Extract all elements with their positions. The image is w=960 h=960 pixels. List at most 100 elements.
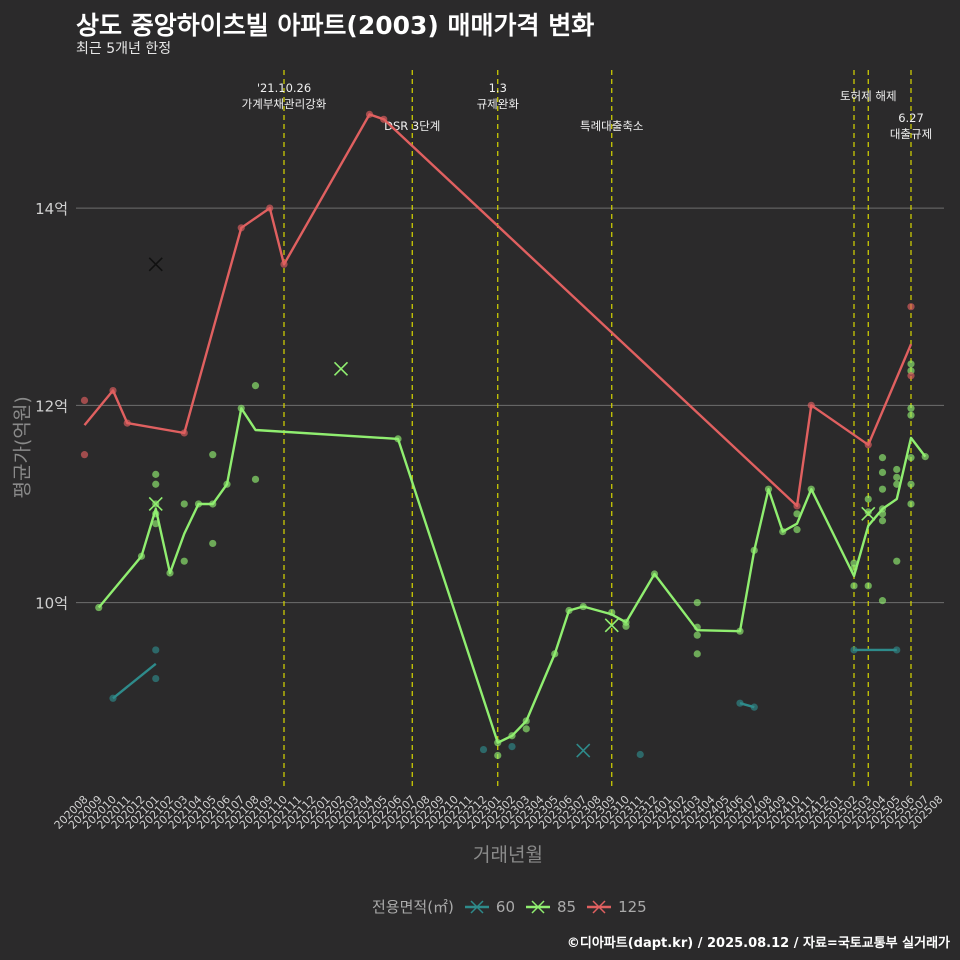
series-125-point bbox=[793, 502, 801, 510]
event-label: DSR 3단계 bbox=[384, 119, 440, 133]
legend-items: 60 85 125 bbox=[454, 898, 647, 916]
series-125-point bbox=[380, 115, 388, 123]
event-label: 대출규제 bbox=[890, 127, 932, 141]
series-85-point bbox=[152, 480, 160, 488]
series-60-point bbox=[736, 699, 744, 707]
series-125-point bbox=[237, 224, 245, 232]
series-85-point bbox=[152, 510, 160, 518]
series-60-point bbox=[479, 745, 488, 754]
source-caption: ©디아파트(dapt.kr) / 2025.08.12 / 자료=국토교통부 실… bbox=[566, 936, 950, 951]
series-85-point bbox=[152, 470, 160, 478]
series-60-point bbox=[109, 694, 117, 702]
series-85-point bbox=[209, 500, 217, 508]
series-85-point bbox=[551, 650, 559, 658]
series-125-point bbox=[907, 372, 915, 380]
series-85-x-marker bbox=[148, 496, 163, 512]
series-85-point bbox=[878, 510, 887, 518]
series-85-point bbox=[864, 582, 872, 590]
series-125-x-marker bbox=[148, 257, 163, 272]
legend-title: 전용면적(㎡) bbox=[372, 898, 454, 916]
y-axis-label: 평균가(억원) bbox=[11, 396, 34, 499]
series-85-point bbox=[693, 623, 701, 631]
series-85-point bbox=[736, 627, 744, 635]
series-85-point bbox=[650, 570, 659, 578]
event-label: '21.10.26 bbox=[257, 81, 311, 95]
series-85-point bbox=[921, 453, 929, 461]
event-label: 6.27 bbox=[898, 111, 924, 125]
series-85-point bbox=[764, 485, 773, 493]
series-125-point bbox=[807, 401, 815, 409]
series-85-point bbox=[878, 468, 887, 477]
series-85-point bbox=[907, 404, 915, 412]
series-85-point bbox=[850, 582, 858, 590]
series-85-point bbox=[608, 608, 616, 617]
series-85-point bbox=[209, 451, 217, 459]
series-85-point bbox=[180, 500, 188, 508]
series-85-point bbox=[907, 367, 915, 375]
series-85-point bbox=[95, 603, 103, 612]
chart-subtitle: 최근 5개년 한정 bbox=[76, 41, 172, 57]
series-125-point bbox=[180, 429, 188, 437]
series-85-line bbox=[97, 407, 927, 744]
series-85-point bbox=[508, 732, 516, 740]
series-85-point bbox=[494, 751, 502, 760]
series-85-point bbox=[878, 517, 887, 525]
series-85-point bbox=[152, 520, 160, 528]
series-85-point bbox=[622, 622, 630, 630]
legend-label: 60 bbox=[495, 897, 515, 916]
series-60-x-marker bbox=[576, 743, 591, 758]
legend-label: 125 bbox=[618, 897, 647, 916]
y-tick-label: 12억 bbox=[35, 397, 68, 415]
series-85-point bbox=[893, 473, 901, 481]
series-85-point bbox=[750, 546, 758, 554]
series-85-x-marker bbox=[861, 506, 876, 521]
series-85-point bbox=[793, 526, 801, 534]
series-85-point bbox=[137, 552, 146, 560]
legend-key bbox=[526, 899, 550, 914]
series-85-point bbox=[522, 717, 530, 725]
series-85-point bbox=[522, 725, 530, 733]
series-125-point bbox=[80, 451, 89, 459]
series-85-point bbox=[878, 505, 887, 513]
series-85-point bbox=[394, 435, 402, 443]
series-85-point bbox=[907, 500, 915, 508]
series-60-point bbox=[152, 646, 160, 654]
series-85-x-marker bbox=[333, 361, 349, 376]
event-label: 1.3 bbox=[489, 81, 507, 95]
event-label: 가계부채관리강화 bbox=[242, 97, 327, 111]
series-85-point bbox=[850, 559, 858, 567]
series-125-point bbox=[280, 260, 288, 268]
series-85-point bbox=[194, 500, 203, 508]
series-60-point bbox=[152, 674, 160, 683]
legend-item-60: 60 bbox=[464, 898, 515, 916]
series-85-point bbox=[878, 485, 887, 493]
series-60-line bbox=[112, 662, 157, 700]
series-85-point bbox=[807, 485, 815, 493]
series-85-point bbox=[907, 411, 915, 419]
legend-key bbox=[464, 899, 489, 914]
legend-item-85: 85 bbox=[525, 898, 576, 916]
series-125-point bbox=[907, 303, 915, 311]
x-axis-label: 거래년월 bbox=[473, 844, 543, 866]
series-60-point bbox=[750, 703, 758, 711]
series-85-point bbox=[693, 650, 701, 658]
y-tick-label: 10억 bbox=[35, 595, 68, 613]
series-85-point bbox=[878, 597, 887, 605]
event-label: 규제완화 bbox=[477, 97, 520, 111]
series-85-x-marker bbox=[604, 618, 619, 633]
series-85-point bbox=[864, 495, 872, 503]
series-60-point bbox=[636, 750, 644, 759]
series-85-point bbox=[223, 480, 231, 488]
event-label: 토허제 해제 bbox=[840, 89, 897, 103]
series-60-point bbox=[850, 646, 858, 654]
series-125-point bbox=[80, 396, 89, 405]
series-125-point bbox=[266, 204, 274, 212]
series-85-point bbox=[793, 510, 801, 518]
series-85-point bbox=[251, 475, 260, 483]
series-85-point bbox=[907, 480, 915, 488]
y-tick-label: 14억 bbox=[35, 200, 68, 218]
legend-key bbox=[587, 899, 612, 914]
series-85-point bbox=[237, 404, 245, 412]
series-85-point bbox=[565, 606, 573, 615]
